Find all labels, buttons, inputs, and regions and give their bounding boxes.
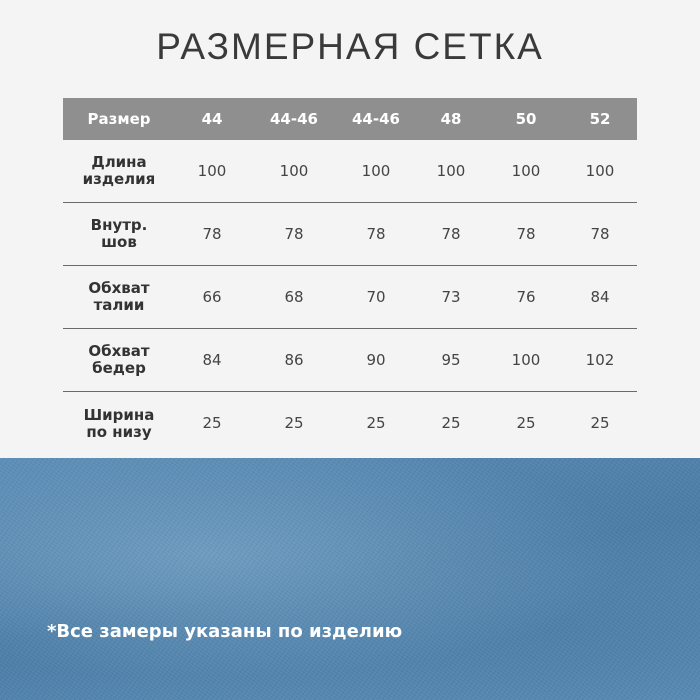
footnote: *Все замеры указаны по изделию	[47, 621, 403, 642]
table-cell: 86	[284, 350, 304, 369]
table-cell: 73	[441, 287, 461, 306]
table-cell: 78	[284, 224, 304, 243]
header-cell: 44	[201, 109, 223, 128]
table-cell: 78	[516, 224, 536, 243]
row-label: Обхват бедер	[63, 343, 175, 377]
table-cell: 78	[202, 224, 222, 243]
header-cell: 48	[440, 109, 462, 128]
page-title: РАЗМЕРНАЯ СЕТКА	[156, 26, 544, 67]
table-cell: 90	[366, 350, 386, 369]
table-row: Длина изделия 100 100 100 100 100 100	[63, 140, 637, 203]
table-cell: 78	[441, 224, 461, 243]
header-cell: 52	[589, 109, 611, 128]
table-row: Внутр. шов 78 78 78 78 78 78	[63, 203, 637, 266]
row-label-line: Внутр.	[90, 216, 148, 234]
row-label-line: шов	[101, 233, 137, 251]
row-label-line: Ширина	[83, 405, 155, 424]
table-cell: 100	[585, 161, 615, 180]
row-label: Длина изделия	[63, 154, 175, 188]
table-cell: 25	[366, 414, 386, 432]
size-table: Размер 44 44-46 44-46 48 50 52 Длина изде…	[63, 98, 637, 455]
table-cell: 66	[202, 287, 222, 306]
table-header: Размер 44 44-46 44-46 48 50 52	[63, 98, 637, 140]
row-label: Обхват талии	[63, 280, 175, 314]
table-row: Ширина по низу 25 25 25 25 25 25	[63, 392, 637, 455]
row-label-line: талии	[93, 296, 145, 314]
table-cell: 100	[361, 161, 391, 180]
header-cell: Размер	[87, 109, 151, 128]
row-label-line: Длина	[91, 153, 147, 171]
header-cell: 44-46	[270, 109, 318, 128]
row-label-line: бедер	[92, 359, 146, 377]
table-row: Обхват бедер 84 86 90 95 100 102	[63, 329, 637, 392]
table-cell: 100	[511, 350, 541, 369]
table-cell: 95	[441, 350, 461, 369]
header-cell: 50	[515, 109, 537, 128]
table-cell: 68	[284, 287, 304, 306]
table-cell: 84	[590, 287, 610, 306]
table-row: Обхват талии 66 68 70 73 76 84	[63, 266, 637, 329]
table-cell: 78	[366, 224, 386, 243]
table-cell: 25	[284, 414, 304, 432]
table-cell: 102	[585, 350, 615, 369]
table-cell: 25	[441, 414, 461, 432]
row-label: Ширина по низу	[63, 405, 175, 441]
table-cell: 25	[202, 414, 222, 432]
table-cell: 84	[202, 350, 222, 369]
row-label-line: Обхват	[88, 342, 150, 360]
table-cell: 100	[436, 161, 466, 180]
denim-fabric-image	[0, 458, 700, 700]
table-cell: 70	[366, 287, 386, 306]
table-cell: 25	[516, 414, 536, 432]
table-cell: 76	[516, 287, 536, 306]
table-cell: 100	[279, 161, 309, 180]
header-cell: 44-46	[352, 109, 400, 128]
table-cell: 100	[197, 161, 227, 180]
row-label-line: Обхват	[88, 279, 150, 297]
row-label-line: по низу	[86, 422, 152, 441]
table-cell: 78	[590, 224, 610, 243]
row-label-line: изделия	[82, 170, 156, 188]
row-label: Внутр. шов	[63, 217, 175, 251]
table-cell: 25	[590, 414, 610, 432]
table-cell: 100	[511, 161, 541, 180]
